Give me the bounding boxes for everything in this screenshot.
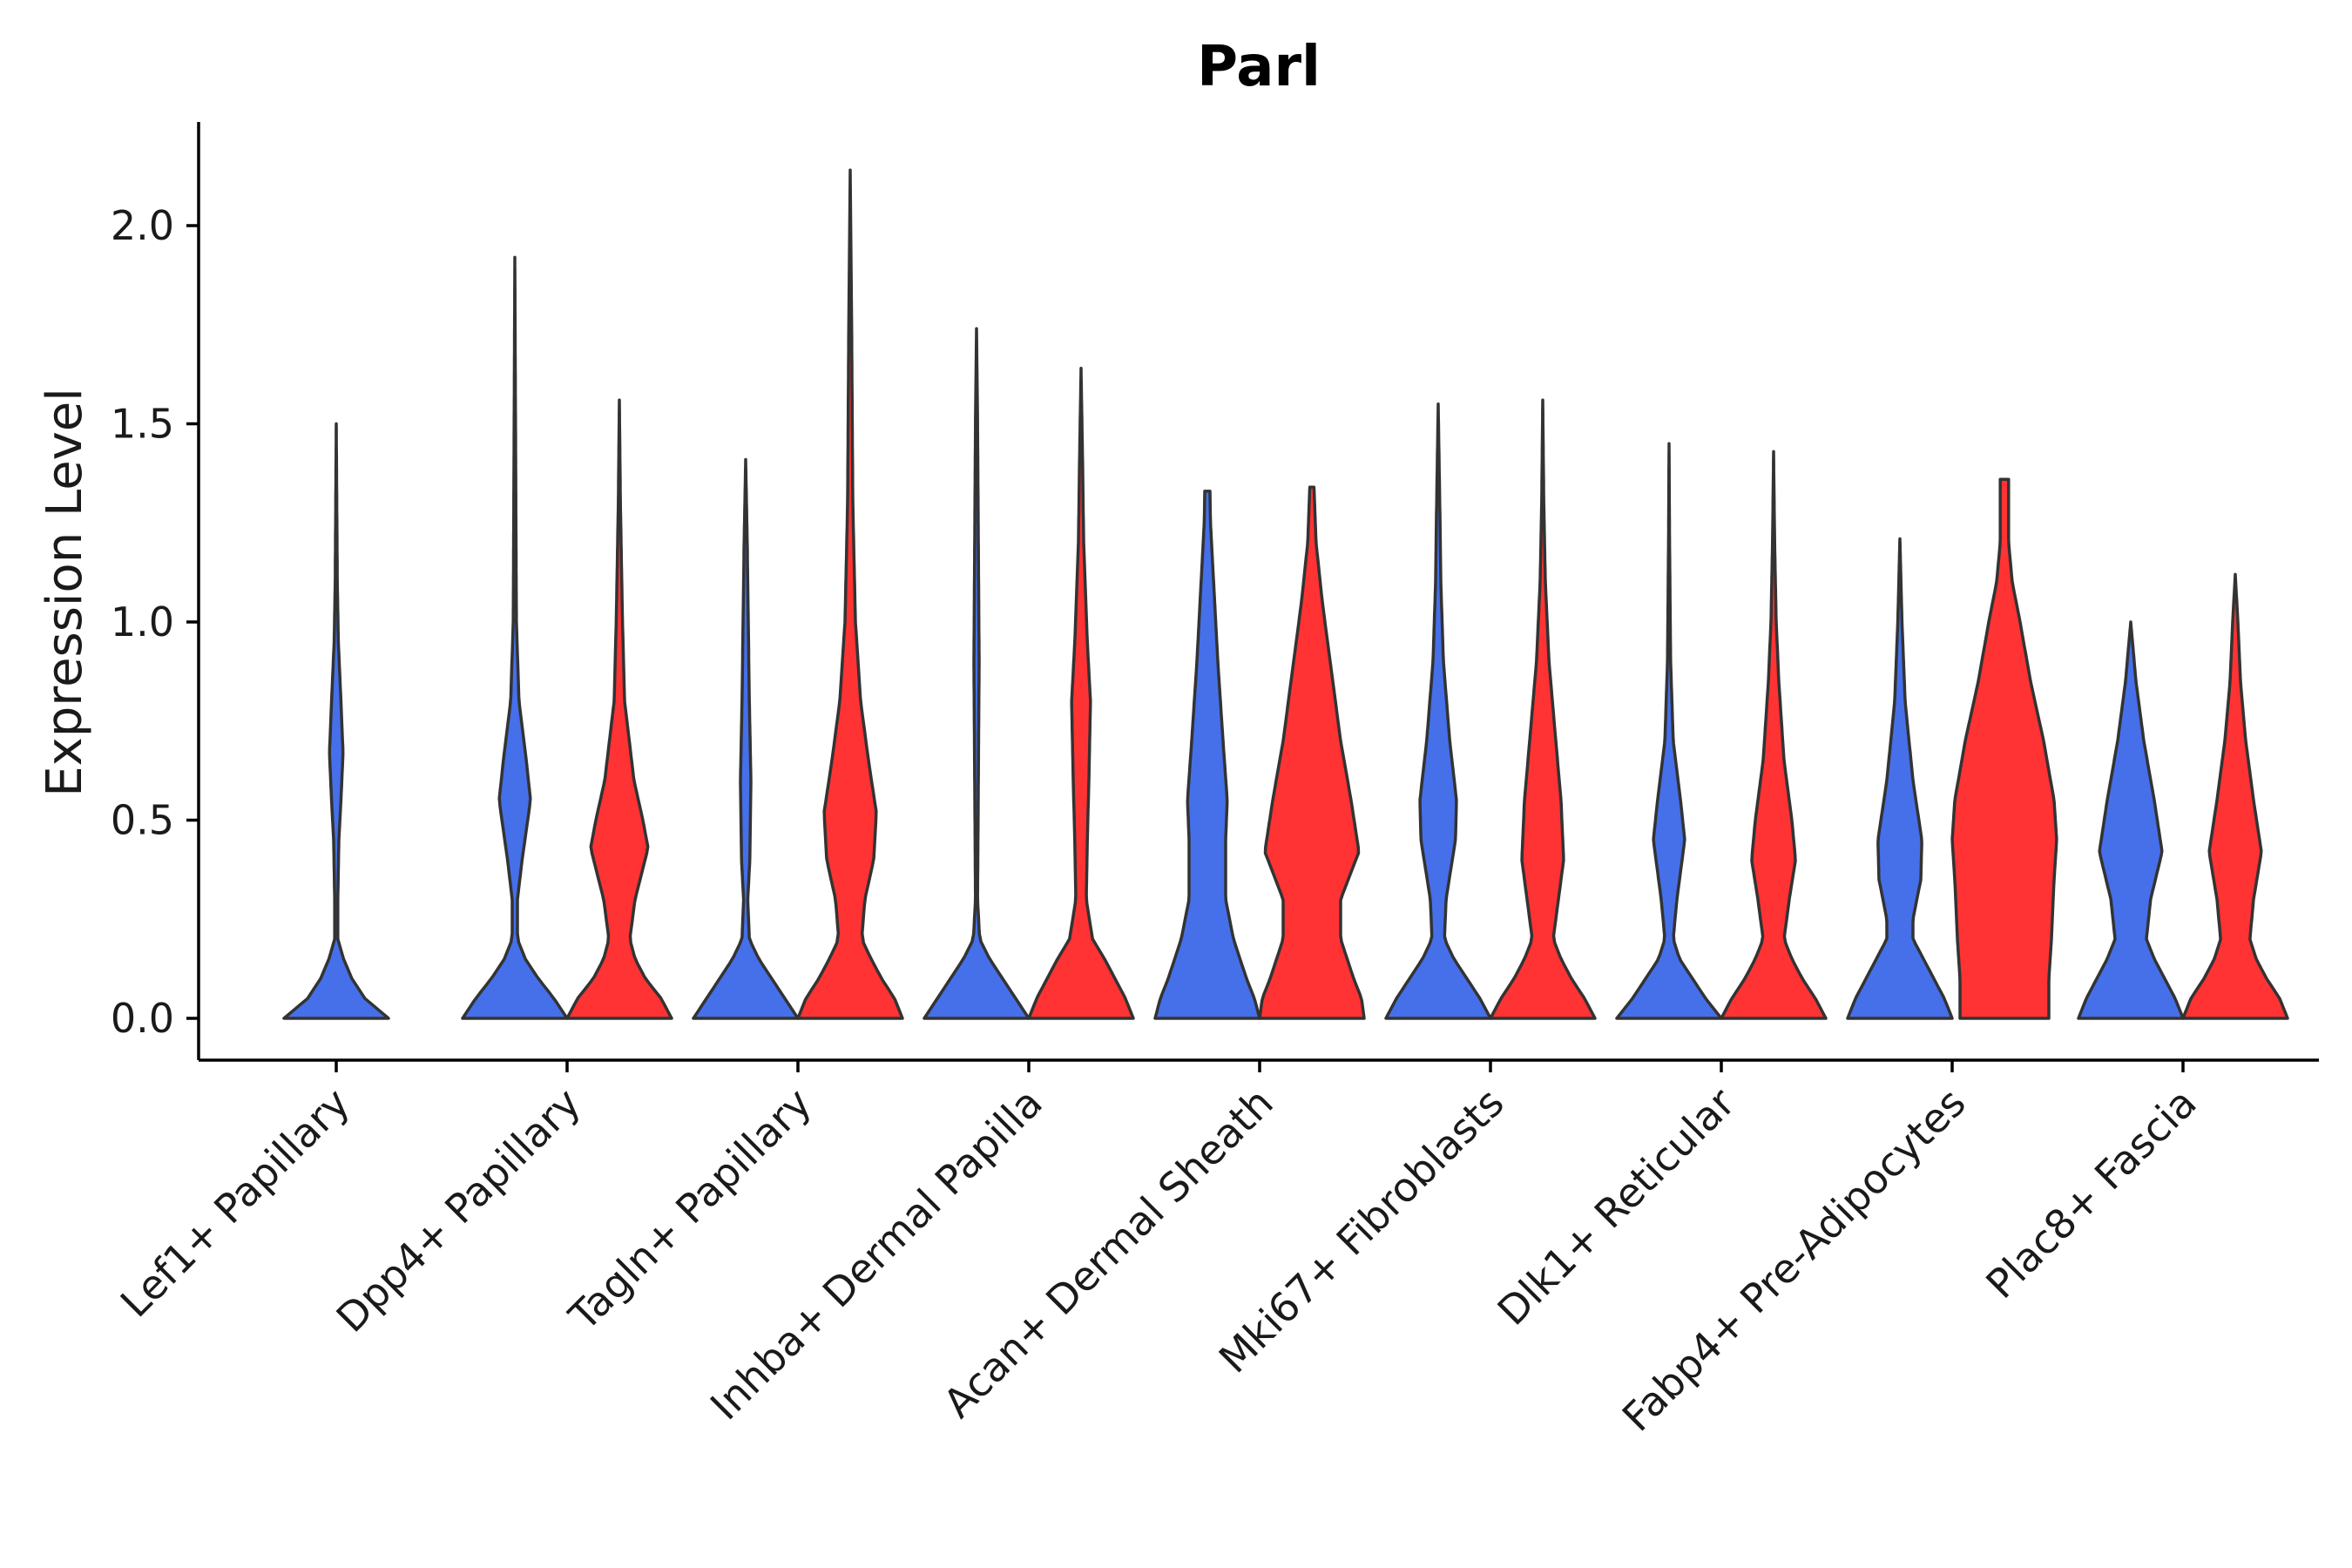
violin-group-1-plac8-fascia (2077, 620, 2185, 1020)
violin-group-1-fabp4-pre-adipocytes (1846, 537, 1954, 1020)
violin-group-1-mki67-fibroblasts (1384, 402, 1492, 1020)
violin-group-2-acan-dermal-sheath (1258, 485, 1366, 1020)
violin-group-1-inhba-dermal-papilla (923, 327, 1031, 1020)
y-tick-label: 1.0 (111, 598, 174, 645)
x-tick-label: Tagln+ Papillary (559, 1079, 821, 1341)
violin-group-2-tagln-papillary (796, 168, 904, 1020)
violin-group-2-dlk1-reticular (1720, 449, 1828, 1020)
violin-group-1-dpp4-papillary (461, 255, 569, 1020)
violin-group-2-dpp4-papillary (565, 398, 673, 1020)
y-tick-label: 2.0 (111, 202, 174, 249)
violin-group-2-inhba-dermal-papilla (1027, 367, 1135, 1020)
violins-layer (282, 168, 2289, 1020)
x-tick-label: Plac8+ Fascia (1977, 1079, 2205, 1308)
violin-group-1-lef1-papillary (282, 422, 390, 1020)
violin-group-2-mki67-fibroblasts (1489, 398, 1597, 1020)
violin-group-1-tagln-papillary (692, 457, 800, 1020)
chart-title: Parl (1197, 35, 1321, 99)
y-tick-label: 0.0 (111, 995, 174, 1042)
violin-group-2-fabp4-pre-adipocytes (1950, 477, 2058, 1020)
y-tick-label: 0.5 (111, 797, 174, 844)
y-axis-label: Expression Level (37, 388, 93, 797)
x-tick-label: Lef1+ Papillary (112, 1079, 359, 1327)
y-tick-label: 1.5 (111, 401, 174, 448)
violin-group-1-acan-dermal-sheath (1153, 490, 1261, 1020)
x-tick-label: Dpp4+ Papillary (328, 1079, 590, 1342)
violin-group-2-plac8-fascia (2181, 572, 2289, 1020)
x-tick-label: Dlk1+ Reticular (1489, 1079, 1744, 1335)
violin-group-1-dlk1-reticular (1615, 442, 1723, 1020)
